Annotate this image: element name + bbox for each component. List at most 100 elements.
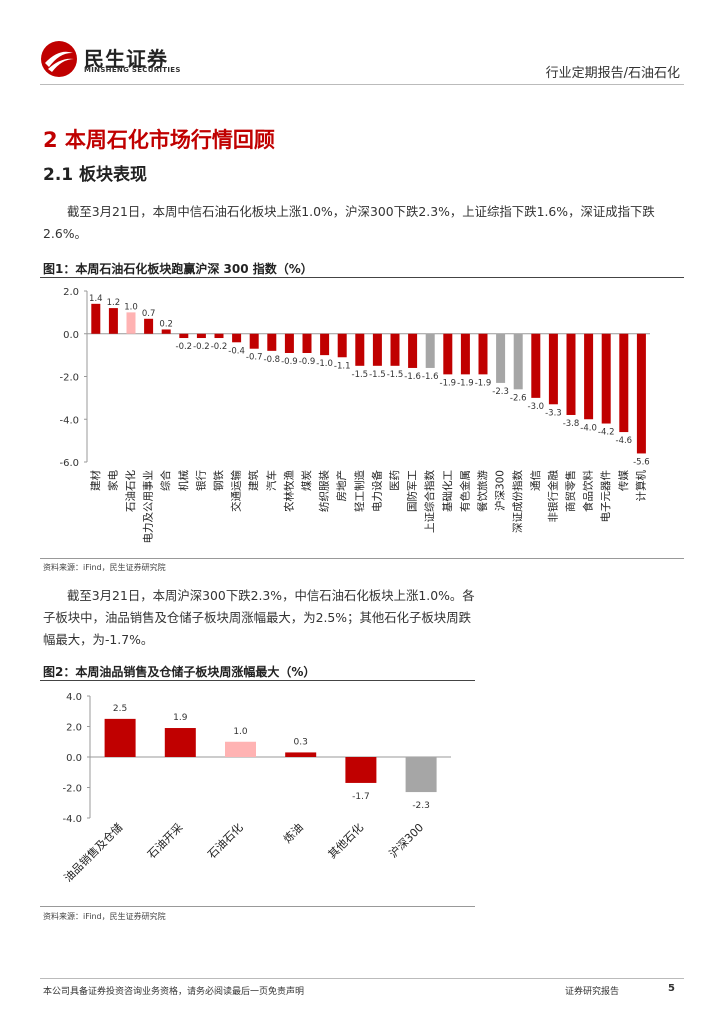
category-label: 传媒 xyxy=(617,470,630,491)
bar-value-label: -1.5 xyxy=(387,370,404,380)
bar-value-label: -1.7 xyxy=(352,792,370,802)
logo-english-name: MINSHENG SECURITIES xyxy=(84,66,181,74)
category-label: 石油开采 xyxy=(144,820,185,861)
bar xyxy=(179,333,189,339)
bar-value-label: -0.7 xyxy=(246,353,263,363)
bar-value-label: 1.0 xyxy=(233,727,248,737)
y-tick-label: -4.0 xyxy=(62,814,82,825)
y-tick-label: -4.0 xyxy=(59,415,79,426)
bar xyxy=(460,333,470,375)
bar xyxy=(320,333,330,356)
bar xyxy=(126,312,136,334)
bar xyxy=(548,333,558,405)
category-label: 轻工制造 xyxy=(353,470,366,512)
bar xyxy=(214,333,224,339)
bar xyxy=(390,333,400,366)
figure1-top-rule xyxy=(40,277,684,278)
category-label: 电力及公用事业 xyxy=(142,470,155,544)
category-label: 机械 xyxy=(177,470,190,491)
y-tick-label: 0.0 xyxy=(63,330,79,341)
bar xyxy=(161,329,171,334)
bar-value-label: -1.5 xyxy=(369,370,386,380)
paragraph-market-summary: 截至3月21日，本周中信石油石化板块上涨1.0%，沪深300下跌2.3%，上证综… xyxy=(43,204,655,241)
report-type-label: 行业定期报告/石油石化 xyxy=(545,66,680,81)
figure2-top-rule xyxy=(40,680,475,681)
bar-value-label: 0.3 xyxy=(294,737,308,747)
bar xyxy=(284,333,294,353)
bar xyxy=(225,741,256,757)
y-tick-label: 4.0 xyxy=(66,692,82,703)
category-label: 非银行金融 xyxy=(546,470,559,523)
category-label: 建筑 xyxy=(247,470,260,491)
category-label: 基础化工 xyxy=(441,470,454,512)
y-tick-label: -2.0 xyxy=(59,373,79,384)
figure2-source: 资料来源：iFind，民生证券研究院 xyxy=(43,912,166,921)
subsection-title: 2.1 板块表现 xyxy=(43,165,148,185)
bar-value-label: -1.9 xyxy=(440,378,457,388)
category-label: 医药 xyxy=(389,470,401,491)
bar-value-label: -3.0 xyxy=(528,402,545,412)
bar-value-label: -1.9 xyxy=(475,378,492,388)
bar xyxy=(601,333,611,424)
figure2-title: 图2：本周油品销售及仓储子板块周涨幅最大（%） xyxy=(43,665,316,679)
bar xyxy=(443,333,453,375)
bar-value-label: 2.5 xyxy=(113,704,127,714)
category-label: 建材 xyxy=(89,470,102,491)
category-label: 综合 xyxy=(159,470,172,491)
bar-value-label: -5.6 xyxy=(633,457,650,467)
category-label: 深证成份指数 xyxy=(511,470,524,533)
bar-value-label: -2.3 xyxy=(412,801,430,811)
category-label: 房地产 xyxy=(335,470,348,502)
bar xyxy=(566,333,576,415)
category-label: 国防军工 xyxy=(406,470,419,512)
footer-doc-type: 证券研究报告 xyxy=(565,987,620,997)
category-label: 石油石化 xyxy=(124,470,137,512)
y-tick-label: 2.0 xyxy=(63,287,79,298)
bar-value-label: -4.0 xyxy=(580,423,597,433)
category-label: 炼油 xyxy=(280,820,305,845)
y-tick-label: 0.0 xyxy=(66,753,82,764)
category-label: 家电 xyxy=(106,470,119,491)
bar-value-label: -0.9 xyxy=(281,357,298,367)
category-label: 交通运输 xyxy=(230,470,243,512)
bar xyxy=(267,333,277,351)
figure1-source: 资料来源：iFind，民生证券研究院 xyxy=(43,563,166,572)
bar xyxy=(355,333,365,366)
bar xyxy=(513,333,523,390)
chart1-sector-performance: 2.0 0.0 -2.0 -4.0 -6.0 1.4 建材 1.2 家电 1.0 石油石化 0.7 电力… xyxy=(59,287,650,544)
footer-divider xyxy=(40,978,684,979)
footer-disclaimer: 本公司具备证券投资咨询业务资格，请务必阅读最后一页免责声明 xyxy=(43,987,305,997)
bar xyxy=(408,333,418,368)
bar-value-label: 1.4 xyxy=(89,294,103,304)
bar-value-label: 1.2 xyxy=(107,298,121,308)
category-label: 油品销售及仓储 xyxy=(61,820,125,884)
category-label: 石油石化 xyxy=(205,820,246,861)
category-label: 沪深300 xyxy=(386,820,426,860)
y-tick-label: 2.0 xyxy=(66,723,82,734)
category-label: 纺织服装 xyxy=(318,470,331,512)
bar-value-label: -1.6 xyxy=(404,372,421,382)
category-label: 餐饮旅游 xyxy=(476,470,489,512)
category-label: 有色金属 xyxy=(458,470,471,512)
bar xyxy=(285,752,317,757)
bar-value-label: -1.5 xyxy=(352,370,369,380)
category-label: 通信 xyxy=(530,470,542,491)
chart2-subsector-performance: 4.0 2.0 0.0 -2.0 -4.0 2.5 油品销售及仓储 1.9 石油开采 1.0 石油石… xyxy=(61,692,451,885)
bar xyxy=(144,318,154,334)
bar xyxy=(372,333,382,366)
bar xyxy=(405,757,437,793)
bar xyxy=(108,308,118,334)
category-label: 汽车 xyxy=(265,470,278,491)
minsheng-logo-icon xyxy=(41,41,77,77)
bar xyxy=(196,333,206,339)
bar-value-label: 1.0 xyxy=(124,302,138,312)
page-number: 5 xyxy=(668,983,675,994)
bar xyxy=(91,303,101,334)
category-label: 银行 xyxy=(194,470,207,491)
bar xyxy=(337,333,347,358)
bar-value-label: -1.9 xyxy=(457,378,474,388)
bar-value-label: 0.7 xyxy=(142,309,156,319)
category-label: 其他石化 xyxy=(325,820,366,861)
header-divider xyxy=(40,84,684,85)
bar-value-label: -0.8 xyxy=(264,355,281,365)
